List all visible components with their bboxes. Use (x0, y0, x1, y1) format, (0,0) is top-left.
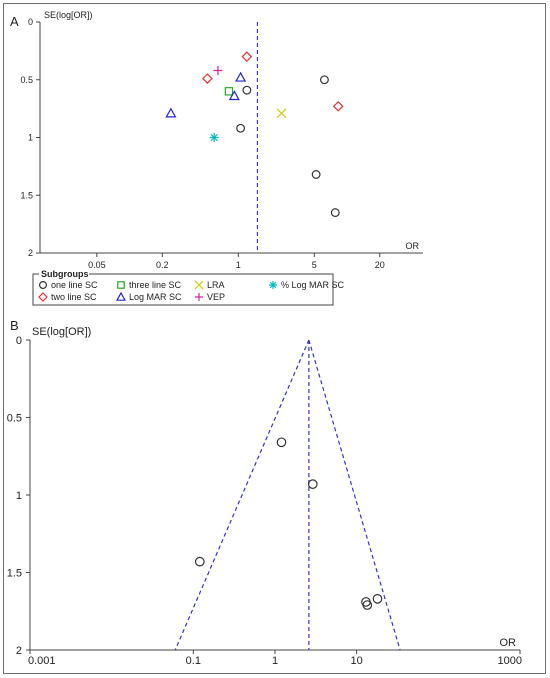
panel-a-series (209, 133, 219, 142)
panel-b-x-axis-title: OR (500, 637, 517, 649)
panel-a-series (165, 71, 247, 118)
panel-b-y-tick-label: 0.5 (7, 413, 22, 425)
panel-a-y-tick-label: 2 (28, 248, 33, 258)
panel-a-data-point (224, 87, 234, 96)
panel-a-y-tick-label: 1 (28, 133, 33, 143)
panel-b-x-tick-label: 0.001 (28, 655, 56, 667)
panel-a-x-tick-label: 0.2 (156, 260, 169, 270)
panel-a-data-point (320, 75, 329, 85)
panel-a-y-tick-label: 1.5 (20, 190, 33, 200)
panel-b-y-tick-label: 2 (16, 645, 22, 657)
panel-a-data-point (236, 123, 246, 133)
legend-label: VEP (207, 292, 225, 302)
legend-marker (117, 281, 125, 289)
panel-a-x-tick-label: 0.05 (88, 260, 106, 270)
legend-label: LRA (207, 280, 225, 290)
panel-a-data-point (235, 71, 247, 82)
legend-item (117, 281, 125, 289)
legend-label: two line SC (51, 292, 97, 302)
legend-item (38, 281, 47, 290)
legend-title: Subgroups (41, 269, 89, 279)
legend-item (38, 292, 48, 302)
panel-a-data-point (330, 208, 340, 217)
panel-a-data-point (165, 107, 177, 118)
legend-item (269, 281, 277, 289)
legend-item (115, 291, 127, 301)
panel-a-label: A (10, 14, 19, 29)
panel-a-data-point (228, 90, 240, 101)
panel-a-series (236, 75, 340, 217)
legend-item (195, 293, 203, 301)
panel-a-x-tick-label: 20 (375, 260, 385, 270)
panel-b-data-point (362, 600, 373, 610)
panel-b-data-point (372, 593, 383, 604)
panel-a-data-point (311, 170, 321, 179)
legend-marker (269, 281, 277, 289)
panel-b-x-tick-label: 10 (351, 655, 363, 667)
panel-a-x-axis-title: OR (406, 241, 420, 251)
panel-a-y-tick-label: 0.5 (20, 75, 33, 85)
panel-a-y-tick-label: 0 (28, 17, 33, 27)
panel-b-x-tick-label: 1000 (498, 655, 522, 667)
panel-b-y-axis-title: SE(log[OR]) (32, 326, 91, 338)
panel-b-funnel-left-limit (174, 339, 310, 651)
panel-a-series (224, 87, 234, 96)
legend-marker (115, 291, 127, 301)
panel-a-data-point (276, 108, 287, 119)
figure-frame (3, 3, 546, 674)
legend-label: one line SC (51, 280, 98, 290)
panel-a-y-axis-title: SE(log[OR]) (44, 10, 93, 20)
panel-a-series (276, 108, 287, 119)
panel-b-data-point (307, 479, 318, 489)
panel-b-label: B (10, 318, 19, 333)
panel-a-data-point (213, 66, 223, 76)
legend-item (194, 280, 204, 290)
panel-a-series (202, 51, 344, 112)
legend-marker (194, 280, 204, 290)
legend-marker (38, 292, 48, 302)
panel-a-data-point (209, 133, 219, 142)
legend-title-bg (39, 269, 89, 279)
panel-b-y-tick-label: 1.5 (7, 568, 22, 580)
panel-b-x-tick-label: 0.1 (186, 655, 201, 667)
panel-a-data-point (332, 100, 344, 112)
legend-box (32, 273, 334, 306)
legend-label: three line SC (129, 280, 182, 290)
legend-label: % Log MAR SC (281, 280, 345, 290)
panel-a-data-point (241, 51, 253, 62)
panel-b-series (194, 437, 383, 610)
legend-marker (195, 293, 203, 301)
legend-label: Log MAR SC (129, 292, 182, 302)
panel-b-x-tick-label: 1 (272, 655, 278, 667)
panel-b-data-point (194, 556, 205, 567)
panel-a-data-point (202, 73, 213, 84)
panel-b-y-tick-label: 0 (16, 335, 22, 347)
panel-a-x-tick-label: 5 (312, 260, 317, 270)
panel-b-funnel-right-limit (308, 339, 401, 651)
panel-a-data-point (242, 85, 252, 95)
panel-b-y-tick-label: 1 (16, 490, 22, 502)
legend-marker (38, 281, 47, 290)
panel-a-series (213, 66, 223, 76)
panel-b-data-point (276, 437, 287, 448)
panel-a-x-tick-label: 1 (236, 260, 241, 270)
